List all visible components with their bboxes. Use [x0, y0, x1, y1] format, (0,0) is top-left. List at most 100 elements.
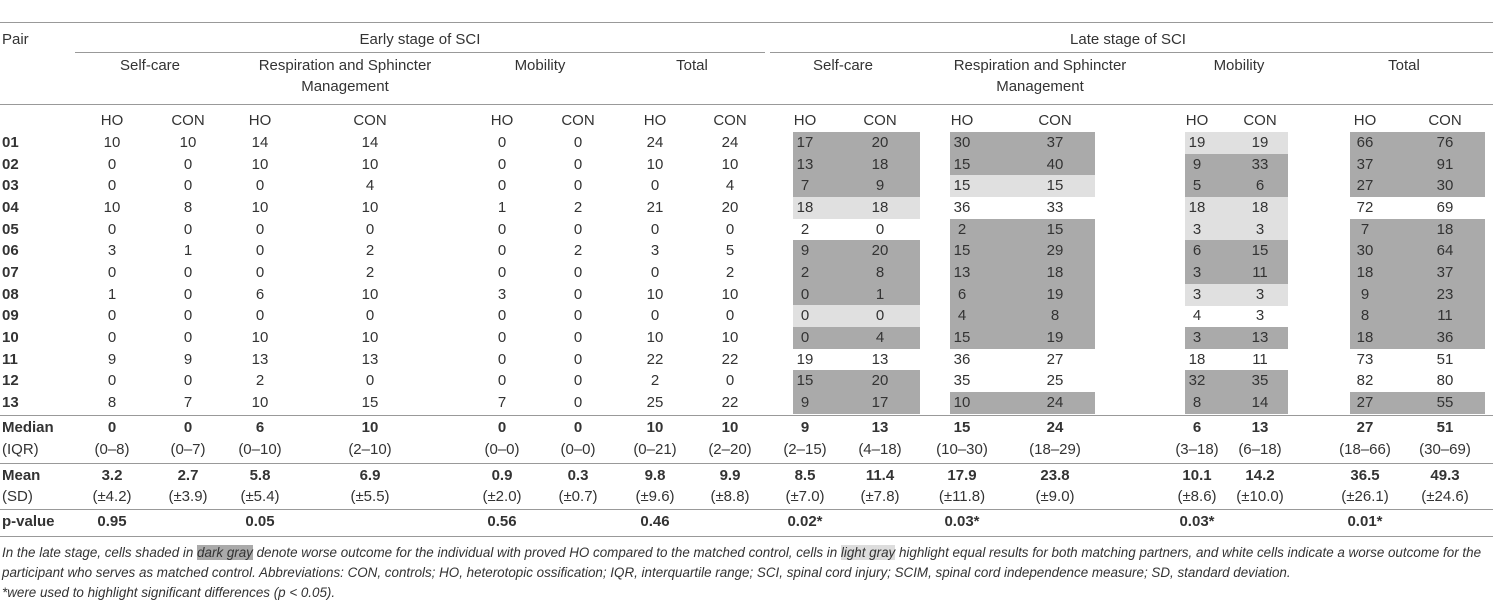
- value-cell: 13: [1251, 329, 1269, 347]
- value-cell: 0: [573, 350, 583, 368]
- rule: [0, 22, 1493, 23]
- cell-shade: [950, 153, 1010, 176]
- value-cell: 10: [251, 199, 269, 216]
- value-cell: 15: [1046, 177, 1064, 195]
- value-cell: 0: [107, 372, 117, 390]
- cell-shade: [950, 327, 1010, 350]
- value-cell: 10: [953, 394, 971, 412]
- value-cell: 18: [796, 199, 814, 216]
- value-cell: 24: [721, 134, 739, 151]
- value-cell: 3: [1255, 220, 1265, 238]
- pvalue-cell: 0.02*: [787, 513, 823, 530]
- value-cell: 24: [646, 134, 664, 151]
- value-cell: 9: [107, 350, 117, 368]
- median-cell: 10: [721, 419, 739, 436]
- cell-shade: [1218, 197, 1288, 219]
- value-cell: 13: [796, 155, 814, 173]
- group-header: Self-care: [119, 57, 181, 74]
- value-cell: 0: [573, 220, 583, 238]
- value-cell: 0: [107, 329, 117, 347]
- mean-cell: 0.3: [567, 467, 589, 484]
- value-cell: 11: [1252, 350, 1268, 368]
- footnote-text: In the late stage, cells shaded in: [2, 545, 198, 560]
- group-header: Total: [676, 57, 708, 74]
- median-cell: 0: [107, 419, 117, 436]
- value-cell: 91: [1436, 155, 1454, 173]
- value-cell: 11: [1252, 264, 1268, 282]
- cell-shade: [793, 153, 845, 176]
- value-cell: 2: [800, 220, 810, 238]
- iqr-cell: (0–0): [484, 441, 520, 458]
- value-cell: 10: [103, 134, 121, 151]
- value-cell: 0: [573, 134, 583, 151]
- cell-shade: [1185, 132, 1218, 154]
- value-cell: 8: [875, 264, 885, 282]
- value-cell: 20: [871, 372, 889, 390]
- cell-shade: [1402, 218, 1485, 241]
- value-cell: 1: [183, 242, 193, 260]
- value-cell: 19: [1188, 134, 1206, 151]
- sd-cell: (±5.5): [350, 488, 390, 505]
- cell-shade: [1218, 153, 1288, 176]
- value-cell: 0: [573, 307, 583, 325]
- value-cell: 0: [800, 329, 810, 347]
- value-cell: 0: [497, 242, 507, 260]
- value-cell: 0: [255, 177, 265, 195]
- sd-cell: (±8.8): [710, 488, 750, 505]
- value-cell: 36: [953, 350, 971, 368]
- cell-shade: [1010, 218, 1095, 241]
- median-cell: 10: [646, 419, 664, 436]
- group-header: Respiration and Sphincter Management: [953, 57, 1127, 95]
- mean-cell: 11.4: [865, 467, 895, 484]
- value-cell: 10: [361, 199, 379, 216]
- value-cell: 0: [497, 329, 507, 347]
- cell-shade: [1350, 283, 1402, 306]
- mean-cell: 0.9: [491, 467, 513, 484]
- cell-shade: [1350, 305, 1402, 328]
- value-cell: 0: [650, 307, 660, 325]
- value-cell: 10: [361, 329, 379, 347]
- cell-shade: [793, 197, 845, 219]
- value-cell: 0: [365, 307, 375, 325]
- cell-shade: [1218, 132, 1288, 154]
- cell-shade: [1350, 262, 1402, 285]
- value-cell: 64: [1436, 242, 1454, 260]
- value-cell: 66: [1356, 134, 1374, 151]
- value-cell: 27: [1356, 177, 1374, 195]
- value-cell: 4: [875, 329, 885, 347]
- cell-shade: [1218, 175, 1288, 198]
- value-cell: 19: [796, 350, 814, 368]
- value-cell: 0: [725, 220, 735, 238]
- value-cell: 0: [573, 372, 583, 390]
- cell-shade: [793, 327, 845, 350]
- cell-shade: [950, 283, 1010, 306]
- cell-shade: [845, 327, 920, 350]
- median-label: Median: [2, 419, 54, 436]
- pair-id: 03: [2, 177, 19, 195]
- cell-shade: [793, 305, 845, 328]
- pair-id: 01: [2, 134, 19, 151]
- median-cell: 10: [361, 419, 379, 436]
- iqr-cell: (2–10): [348, 441, 392, 458]
- value-cell: 0: [365, 372, 375, 390]
- mean-cell: 10.1: [1182, 467, 1212, 484]
- cell-shade: [1402, 392, 1485, 415]
- value-cell: 18: [1188, 199, 1206, 216]
- value-cell: 0: [800, 307, 810, 325]
- footnote-dark-gray: dark gray: [197, 545, 253, 560]
- value-cell: 14: [1251, 394, 1269, 412]
- column-header: CON: [353, 112, 387, 129]
- median-cell: 24: [1046, 419, 1064, 436]
- value-cell: 0: [183, 264, 193, 282]
- cell-shade: [1010, 262, 1095, 285]
- cell-shade: [1185, 283, 1218, 306]
- value-cell: 10: [251, 329, 269, 347]
- value-cell: 15: [953, 329, 971, 347]
- value-cell: 0: [875, 307, 885, 325]
- cell-shade: [1185, 197, 1218, 219]
- cell-shade: [1185, 392, 1218, 415]
- value-cell: 1: [875, 285, 885, 303]
- cell-shade: [1350, 132, 1402, 154]
- column-header: CON: [1038, 112, 1072, 129]
- value-cell: 22: [721, 350, 739, 368]
